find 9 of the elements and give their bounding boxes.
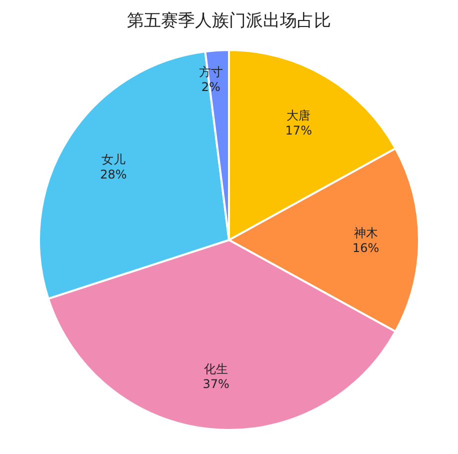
slice-label: 化生: [204, 362, 228, 376]
data-label: 16%: [352, 241, 380, 255]
data-label: 17%: [285, 123, 312, 138]
slice-label: 女儿: [101, 152, 126, 167]
data-label: 37%: [202, 377, 230, 392]
data-label: 28%: [100, 168, 127, 182]
chart-title: 第五赛季人族门派出场占比: [127, 11, 331, 31]
slice-label: 神木: [354, 226, 378, 240]
slice-label: 大唐: [286, 108, 311, 122]
